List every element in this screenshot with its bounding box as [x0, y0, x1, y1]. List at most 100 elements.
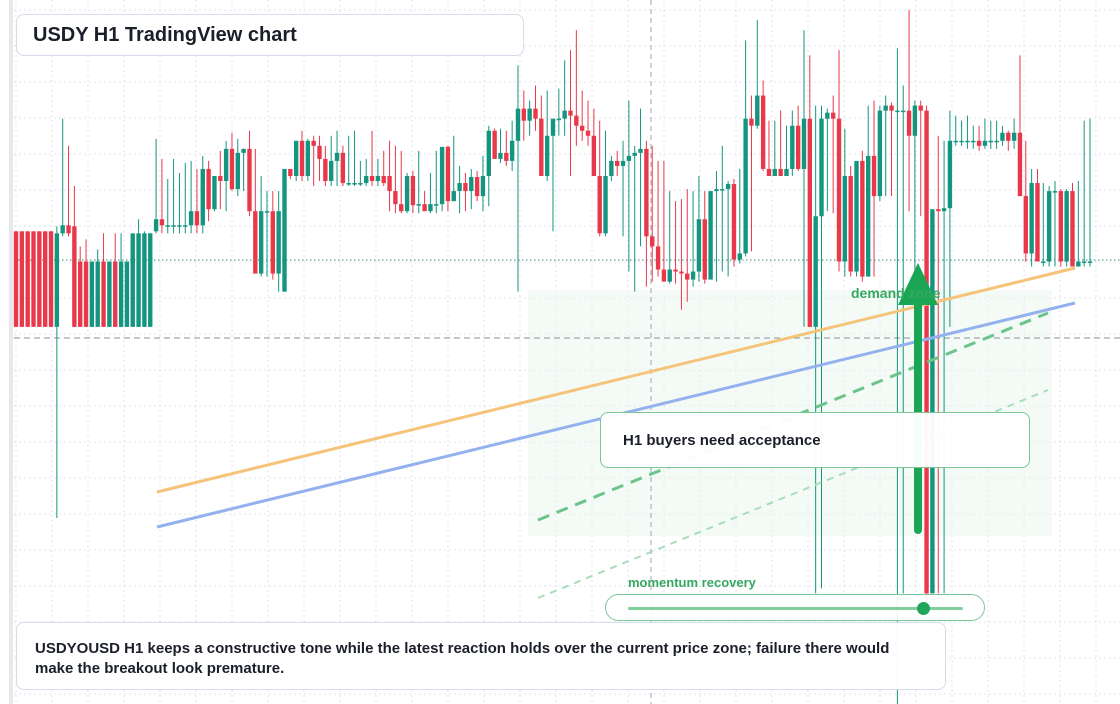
candle-down: [685, 273, 690, 280]
candle-up: [813, 216, 818, 327]
candle-down: [906, 110, 912, 136]
candle-up: [142, 233, 147, 327]
candle-up: [1041, 261, 1046, 263]
candle-down: [918, 105, 923, 111]
candle-up: [626, 155, 632, 161]
candle-up: [609, 160, 614, 176]
candle-up: [439, 146, 445, 205]
candle-up: [550, 118, 556, 136]
candle-down: [247, 148, 252, 212]
candle-down: [42, 231, 48, 327]
candle-down: [579, 125, 585, 131]
candle-up: [183, 225, 188, 227]
acceptance-note-text: H1 buyers need acceptance: [623, 431, 821, 449]
candle-up: [107, 261, 112, 327]
candle-up: [790, 125, 795, 169]
candle-up: [515, 108, 521, 141]
candle-up: [1076, 261, 1081, 267]
candle-up: [994, 140, 999, 143]
candle-up: [358, 183, 363, 185]
candle-up: [241, 148, 246, 153]
candle-up: [708, 191, 713, 280]
candle-down: [836, 118, 842, 262]
candle-up: [223, 148, 229, 182]
candle-down: [253, 211, 258, 274]
candle-up: [1052, 191, 1058, 193]
candle-up: [544, 135, 550, 176]
candle-down: [731, 184, 737, 260]
candle-up: [901, 110, 906, 113]
candle-down: [976, 140, 982, 146]
candle-down: [13, 231, 19, 327]
candle-down: [1035, 183, 1040, 262]
candle-down: [31, 231, 36, 327]
candle-down: [1058, 191, 1064, 262]
candle-up: [95, 261, 100, 327]
candle-down: [1023, 196, 1028, 254]
candle-down: [924, 110, 929, 594]
candle-down: [206, 168, 211, 210]
candle-up: [329, 160, 334, 182]
candle-down: [795, 125, 801, 169]
candle-up: [965, 140, 970, 143]
momentum-meter: [605, 594, 985, 621]
candle-down: [650, 236, 655, 247]
candle-up: [1064, 191, 1069, 262]
candle-up: [638, 148, 643, 153]
candle-up: [148, 233, 153, 327]
candle-up: [720, 189, 725, 191]
candle-down: [521, 108, 527, 121]
candle-down: [574, 115, 579, 126]
candle-down: [568, 110, 573, 116]
candle-up: [1029, 183, 1034, 254]
candle-down: [533, 108, 538, 119]
candle-down: [504, 152, 509, 161]
candle-up: [469, 177, 474, 192]
candle-down: [66, 225, 71, 234]
candle-up: [235, 152, 240, 190]
candle-up: [1081, 261, 1087, 263]
candle-down: [422, 204, 427, 212]
candle-down: [445, 146, 451, 202]
channel-line-upper: [537, 311, 1049, 522]
candle-down: [539, 118, 544, 176]
candle-up: [842, 176, 848, 262]
candle-up: [434, 204, 439, 206]
candle-down: [679, 271, 684, 274]
candle-down: [597, 176, 602, 234]
candle-down: [83, 261, 89, 327]
candle-up: [947, 140, 953, 209]
candle-up: [556, 118, 562, 121]
candle-up: [988, 140, 993, 143]
candle-up: [755, 95, 760, 126]
candle-down: [381, 176, 386, 184]
candle-down: [270, 211, 276, 274]
candle-up: [282, 168, 287, 292]
candle-up: [941, 208, 947, 212]
candle-down: [101, 261, 106, 327]
candle-down: [393, 191, 398, 205]
chart-title-panel: USDY H1 TradingView chart: [16, 14, 524, 56]
candle-up: [305, 140, 311, 176]
candle-down: [72, 226, 77, 327]
candle-up: [784, 168, 789, 176]
candle-up: [153, 219, 159, 232]
candle-down: [78, 261, 83, 327]
candle-up: [171, 225, 176, 227]
candle-up: [428, 204, 433, 212]
candle-up: [725, 184, 731, 190]
candle-up: [457, 183, 462, 192]
candle-down: [25, 231, 30, 327]
candle-down: [387, 176, 392, 192]
candle-up: [895, 110, 900, 113]
candle-down: [1017, 132, 1023, 197]
candle-down: [848, 176, 853, 272]
candle-up: [89, 261, 95, 327]
candle-down: [871, 155, 877, 197]
candle-up: [451, 191, 456, 202]
candle-down: [194, 211, 200, 226]
candle-down: [288, 168, 293, 176]
candle-down: [860, 160, 865, 277]
candle-down: [399, 204, 404, 212]
candle-up: [953, 140, 958, 143]
